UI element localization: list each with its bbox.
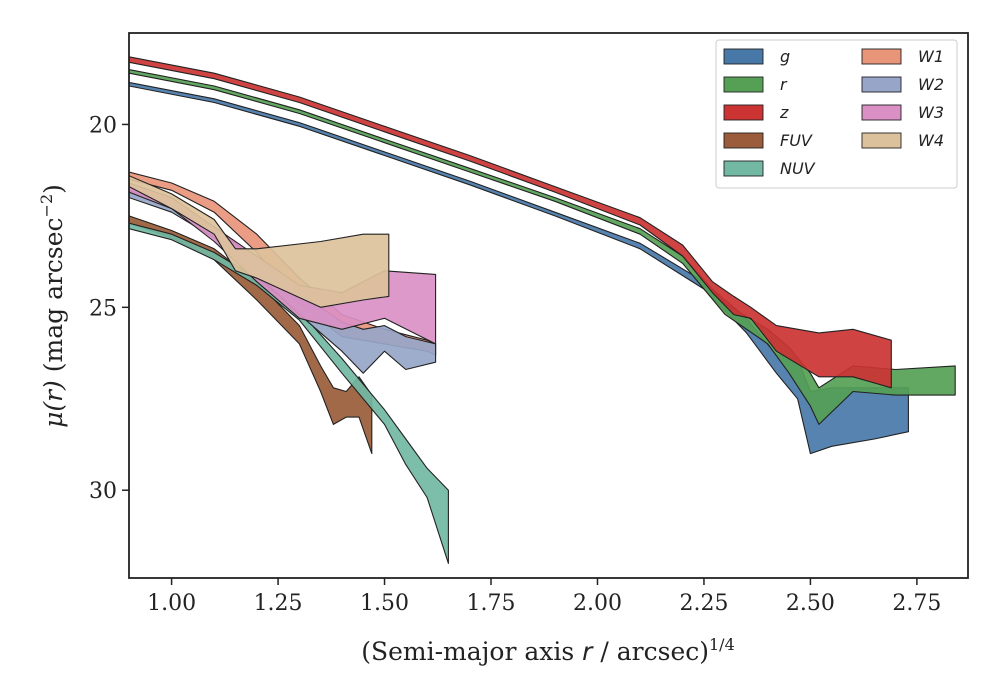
legend-label-r: r (780, 75, 788, 94)
legend-swatch-z (723, 104, 764, 121)
legend-swatch-NUV (723, 160, 764, 177)
legend-swatch-g (723, 48, 764, 65)
series-area-r (129, 69, 956, 425)
x-tick-label: 2.00 (573, 591, 622, 616)
legend-label-W1: W1 (918, 47, 944, 66)
x-tick-label: 2.25 (679, 591, 728, 616)
plot-area (129, 56, 956, 564)
legend-label-W4: W4 (918, 131, 944, 150)
legend-label-W2: W2 (918, 75, 944, 94)
x-axis: 1.00 1.25 1.50 1.75 2.00 2.25 2.50 2.75 (147, 578, 941, 616)
series-area-z (129, 56, 892, 389)
legend-swatch-W2 (861, 76, 902, 93)
x-tick-label: 1.00 (147, 591, 196, 616)
legend-swatch-r (723, 76, 764, 93)
x-tick-label: 1.75 (467, 591, 516, 616)
y-axis: 20 25 30 (89, 113, 129, 504)
x-axis-label: (Semi-major axis r / arcsec)1/4 (361, 635, 735, 666)
legend-swatch-FUV (723, 132, 764, 149)
y-axis-label: μ(r) (mag arcsec−2) (37, 184, 68, 428)
y-tick-label: 25 (89, 296, 117, 321)
y-tick-label: 30 (89, 479, 117, 504)
y-tick-label: 20 (89, 113, 117, 138)
legend-label-NUV: NUV (780, 159, 816, 178)
plot-frame (128, 32, 969, 579)
x-tick-label: 2.75 (892, 591, 941, 616)
series-area-g (129, 81, 909, 455)
legend-swatch-W4 (861, 132, 902, 149)
legend-swatch-W1 (861, 48, 902, 65)
x-tick-label: 1.25 (254, 591, 303, 616)
x-tick-label: 2.50 (786, 591, 835, 616)
series-area-W4 (129, 175, 390, 308)
legend-swatch-W3 (861, 104, 902, 121)
legend-label-W3: W3 (918, 103, 944, 122)
legend-label-z: z (779, 103, 789, 122)
legend-label-g: g (780, 47, 790, 66)
legend: grz FUV NUV W1 W2 W3 W4 (715, 39, 958, 189)
x-tick-label: 1.50 (360, 591, 409, 616)
legend-label-FUV: FUV (780, 131, 813, 150)
